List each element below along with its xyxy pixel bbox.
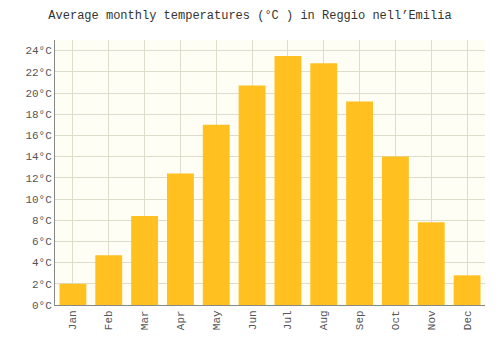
svg-text:4°C: 4°C (32, 257, 52, 269)
svg-text:Nov: Nov (426, 310, 438, 330)
svg-text:24°C: 24°C (25, 45, 52, 57)
svg-text:Mar: Mar (139, 310, 151, 330)
svg-text:Sep: Sep (354, 310, 366, 330)
svg-text:Dec: Dec (462, 310, 474, 330)
svg-text:2°C: 2°C (32, 279, 52, 291)
svg-text:18°C: 18°C (25, 109, 52, 121)
svg-text:Average monthly temperatures (: Average monthly temperatures (°C ) in Re… (48, 9, 451, 23)
svg-text:20°C: 20°C (25, 88, 52, 100)
svg-text:8°C: 8°C (32, 215, 52, 227)
svg-text:Jan: Jan (67, 310, 79, 330)
svg-text:Jun: Jun (247, 310, 259, 330)
svg-text:Feb: Feb (103, 310, 115, 330)
svg-text:22°C: 22°C (25, 67, 52, 79)
svg-text:6°C: 6°C (32, 236, 52, 248)
svg-text:Jul: Jul (282, 310, 294, 330)
svg-text:16°C: 16°C (25, 130, 52, 142)
svg-text:Aug: Aug (318, 310, 330, 330)
svg-text:0°C: 0°C (32, 300, 52, 312)
svg-text:14°C: 14°C (25, 151, 52, 163)
svg-text:Oct: Oct (390, 310, 402, 330)
svg-text:10°C: 10°C (25, 194, 52, 206)
svg-text:12°C: 12°C (25, 173, 52, 185)
svg-text:Apr: Apr (175, 310, 187, 330)
svg-text:May: May (211, 310, 223, 330)
